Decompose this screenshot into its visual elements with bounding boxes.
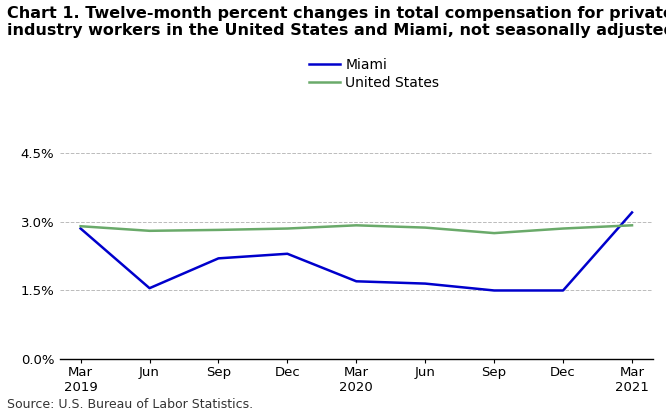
Miami [77,226,85,231]
Line: United States: United States [81,225,632,233]
United States [284,226,292,231]
Miami [490,288,498,293]
Miami [421,281,429,286]
United States [214,228,222,233]
Legend: Miami, United States: Miami, United States [304,52,445,96]
Miami [352,279,360,284]
Miami [214,256,222,261]
Text: Source: U.S. Bureau of Labor Statistics.: Source: U.S. Bureau of Labor Statistics. [7,398,253,411]
United States [77,224,85,229]
Text: industry workers in the United States and Miami, not seasonally adjusted: industry workers in the United States an… [7,23,666,38]
Line: Miami: Miami [81,212,632,290]
Miami [559,288,567,293]
Text: Chart 1. Twelve-month percent changes in total compensation for private: Chart 1. Twelve-month percent changes in… [7,6,666,21]
United States [352,223,360,228]
Miami [146,286,154,291]
Miami [284,251,292,256]
United States [421,225,429,230]
United States [628,223,636,228]
United States [559,226,567,231]
United States [146,228,154,233]
United States [490,230,498,235]
Miami [628,210,636,215]
